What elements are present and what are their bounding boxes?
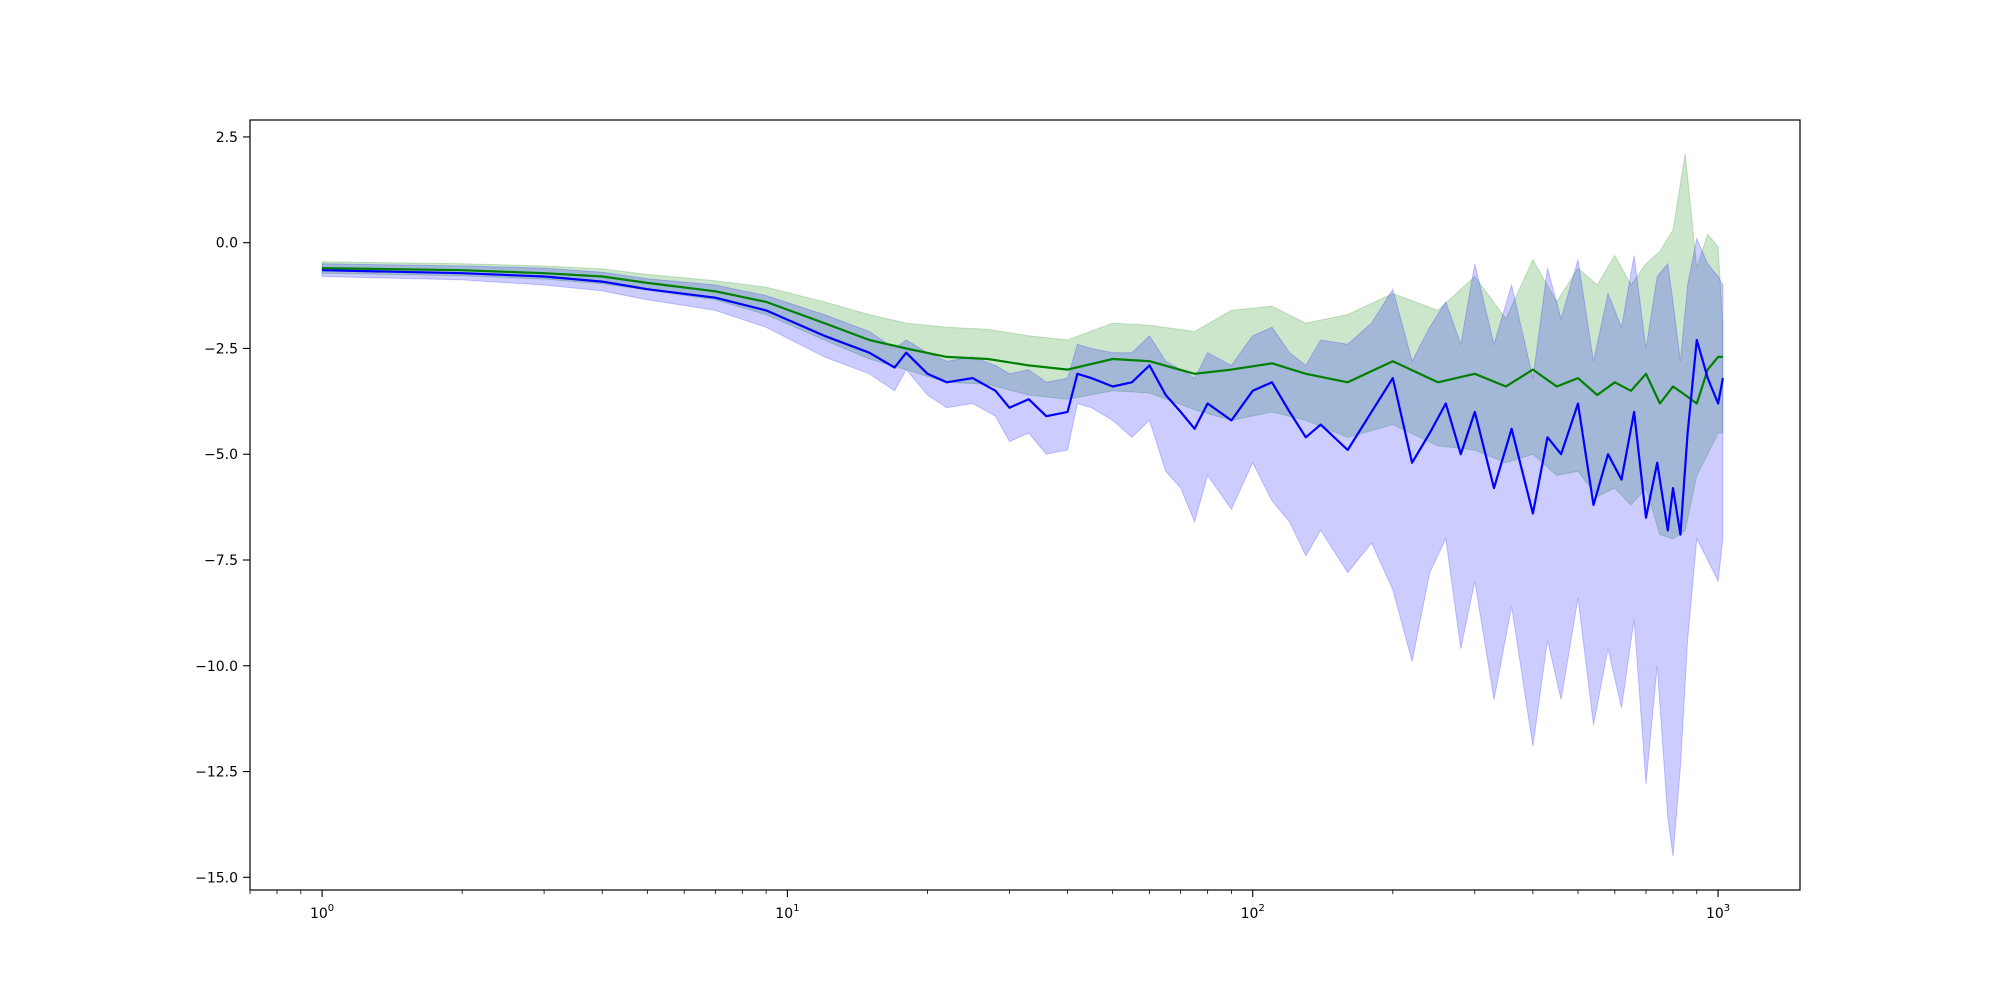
x-axis: 100 101 102 103 — [249, 890, 1730, 922]
x-tick-exponent: 2 — [1258, 903, 1264, 914]
x-tick-exponent: 0 — [328, 903, 334, 914]
x-tick-exponent: 1 — [793, 903, 799, 914]
x-tick-exponent: 3 — [1724, 903, 1730, 914]
x-tick-label: 103 — [1706, 903, 1730, 922]
series-1-band — [321, 236, 1724, 857]
plot-frame — [249, 119, 1801, 891]
y-tick-label: −15.0 — [195, 870, 238, 886]
y-tick-label: −12.5 — [195, 765, 238, 781]
y-axis: 2.5 0.0 −2.5 −5.0 −7.5 −10.0 −12.5 −15.0 — [195, 130, 250, 886]
series-lines — [322, 267, 1724, 536]
series-0-line — [322, 267, 1723, 405]
x-tick-label: 101 — [775, 903, 799, 922]
series-0-band — [321, 153, 1724, 540]
confidence-bands — [321, 153, 1724, 857]
y-tick-label: −5.0 — [204, 447, 238, 463]
series-1-line — [322, 269, 1724, 536]
x-tick-label: 102 — [1241, 903, 1265, 922]
x-tick-label: 100 — [310, 903, 334, 922]
y-tick-label: −2.5 — [204, 341, 238, 357]
y-tick-label: −7.5 — [204, 553, 238, 569]
plot-background — [250, 120, 1800, 890]
y-tick-label: 0.0 — [216, 236, 238, 252]
y-tick-label: −10.0 — [195, 659, 238, 675]
y-tick-label: 2.5 — [216, 130, 238, 146]
